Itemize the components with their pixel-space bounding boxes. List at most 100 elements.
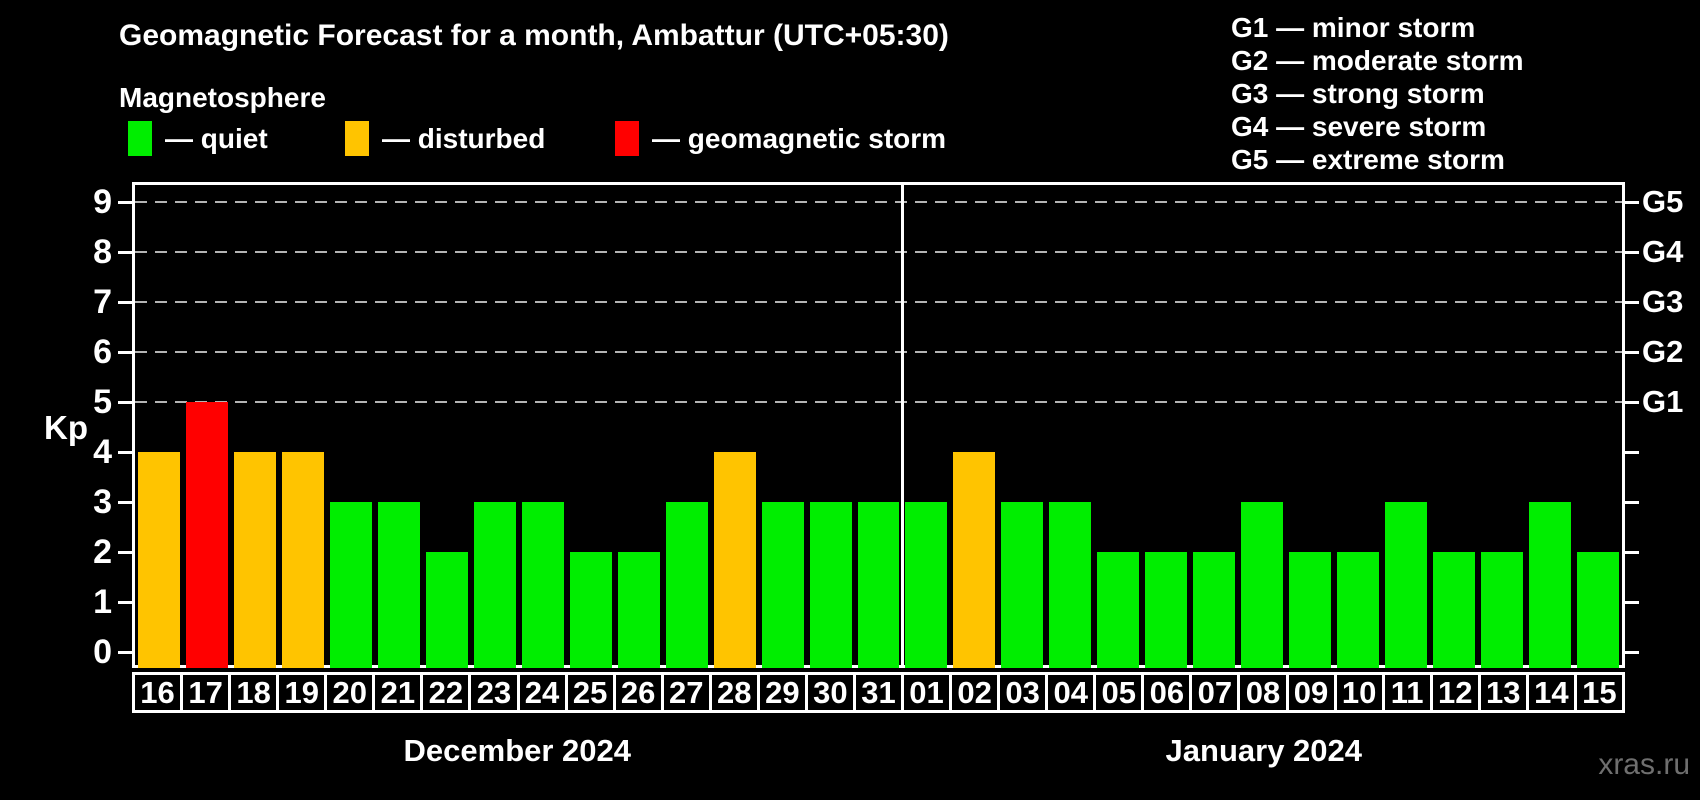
kp-bar xyxy=(1529,502,1572,668)
quiet-swatch-icon xyxy=(128,121,152,156)
y-axis-label: 9 xyxy=(93,183,112,221)
kp-bar xyxy=(138,452,180,668)
date-cell: 17 xyxy=(180,672,232,713)
storm-scale-item-g1: G1 — minor storm xyxy=(1231,12,1476,43)
date-cell: 08 xyxy=(1237,672,1289,713)
date-cell: 31 xyxy=(852,672,904,713)
storm-scale-item-g5: G5 — extreme storm xyxy=(1231,144,1505,175)
axis-tick-left xyxy=(118,200,132,204)
kp-bar xyxy=(329,502,372,668)
axis-tick-left xyxy=(118,250,132,254)
kp-bar xyxy=(233,452,276,668)
month-label: December 2024 xyxy=(403,733,632,768)
disturbed-swatch-icon xyxy=(345,121,369,156)
kp-bar xyxy=(665,502,708,668)
kp-bar xyxy=(761,502,804,668)
gridline xyxy=(135,251,1622,253)
g-scale-label: G2 xyxy=(1642,334,1684,369)
date-cell: 18 xyxy=(228,672,280,713)
date-cell: 13 xyxy=(1477,672,1529,713)
kp-bar xyxy=(377,502,420,668)
kp-bar xyxy=(857,502,900,668)
y-axis-label: 7 xyxy=(93,283,112,321)
kp-bar xyxy=(1577,552,1619,668)
axis-tick-right xyxy=(1625,350,1639,354)
axis-tick-right xyxy=(1625,550,1639,554)
axis-tick-left xyxy=(118,350,132,354)
y-axis-title: Kp xyxy=(44,409,88,446)
kp-bar xyxy=(1385,502,1428,668)
g-scale-label: G3 xyxy=(1642,284,1684,319)
date-cell: 15 xyxy=(1573,672,1625,713)
date-cell: 11 xyxy=(1381,672,1433,713)
axis-tick-right xyxy=(1625,250,1639,254)
gridline xyxy=(135,351,1622,353)
axis-tick-right xyxy=(1625,500,1639,504)
storm-scale-legend: G1 — minor storm G2 — moderate storm G3 … xyxy=(1231,11,1524,176)
legend-item-storm: — geomagnetic storm xyxy=(615,121,946,156)
y-axis-label: 4 xyxy=(93,433,112,471)
date-cell: 10 xyxy=(1333,672,1385,713)
kp-bar xyxy=(1145,552,1188,668)
month-label: January 2024 xyxy=(1165,733,1363,768)
storm-scale-item-g4: G4 — severe storm xyxy=(1231,111,1487,142)
axis-tick-right xyxy=(1625,450,1639,454)
date-cell: 04 xyxy=(1045,672,1097,713)
date-cell: 03 xyxy=(997,672,1049,713)
kp-bar xyxy=(713,452,756,668)
kp-bar xyxy=(185,402,228,668)
kp-bar xyxy=(1193,552,1236,668)
date-cell: 21 xyxy=(372,672,424,713)
plot-area xyxy=(118,182,1639,668)
storm-scale-item-g3: G3 — strong storm xyxy=(1231,78,1485,109)
y-axis-label: 8 xyxy=(93,233,112,271)
magnetosphere-label: Magnetosphere xyxy=(119,82,326,113)
g-scale-label: G1 xyxy=(1642,384,1684,419)
month-labels: December 2024 January 2024 xyxy=(0,733,1700,773)
kp-bar xyxy=(521,502,564,668)
kp-bar xyxy=(809,502,852,668)
date-cell: 29 xyxy=(756,672,808,713)
date-cell: 27 xyxy=(660,672,712,713)
axis-tick-right xyxy=(1625,650,1639,654)
date-axis: 16 17 18 19 20 21 22 23 24 25 26 27 28 29 30 31 01 02 03 04… xyxy=(132,672,1625,713)
date-cell: 30 xyxy=(804,672,856,713)
y-axis-label: 6 xyxy=(93,333,112,371)
legend-label-quiet: — quiet xyxy=(165,122,268,154)
date-cell: 16 xyxy=(132,672,184,713)
month-divider xyxy=(900,182,904,668)
date-cell: 14 xyxy=(1525,672,1577,713)
kp-bar xyxy=(1241,502,1284,668)
axis-tick-right xyxy=(1625,200,1639,204)
legend-label-storm: — geomagnetic storm xyxy=(652,122,947,154)
storm-swatch-icon xyxy=(615,121,639,156)
date-cell: 19 xyxy=(276,672,328,713)
kp-bar xyxy=(953,452,996,668)
kp-bar xyxy=(1049,502,1092,668)
kp-bar xyxy=(1433,552,1476,668)
legend-label-disturbed: — disturbed xyxy=(382,122,546,154)
gridline xyxy=(135,401,1622,403)
axis-tick-right xyxy=(1625,300,1639,304)
y-axis-label: 0 xyxy=(93,633,112,671)
date-cell: 28 xyxy=(708,672,760,713)
axis-tick-right xyxy=(1625,400,1639,404)
gridline xyxy=(135,301,1622,303)
axis-tick-left xyxy=(118,400,132,404)
y-axis-label: 3 xyxy=(93,483,112,521)
kp-bar xyxy=(569,552,612,668)
y-axis-label: 2 xyxy=(93,533,112,571)
date-cell: 12 xyxy=(1429,672,1481,713)
axis-tick-left xyxy=(118,450,132,454)
kp-bar xyxy=(473,502,516,668)
date-cell: 02 xyxy=(949,672,1001,713)
date-cell: 25 xyxy=(564,672,616,713)
kp-bar xyxy=(1097,552,1140,668)
kp-bar xyxy=(617,552,660,668)
date-cell: 09 xyxy=(1285,672,1337,713)
g-scale-label: G5 xyxy=(1642,184,1684,219)
kp-bar xyxy=(1481,552,1524,668)
y-axis-label: 5 xyxy=(93,383,112,421)
kp-bar xyxy=(1289,552,1332,668)
